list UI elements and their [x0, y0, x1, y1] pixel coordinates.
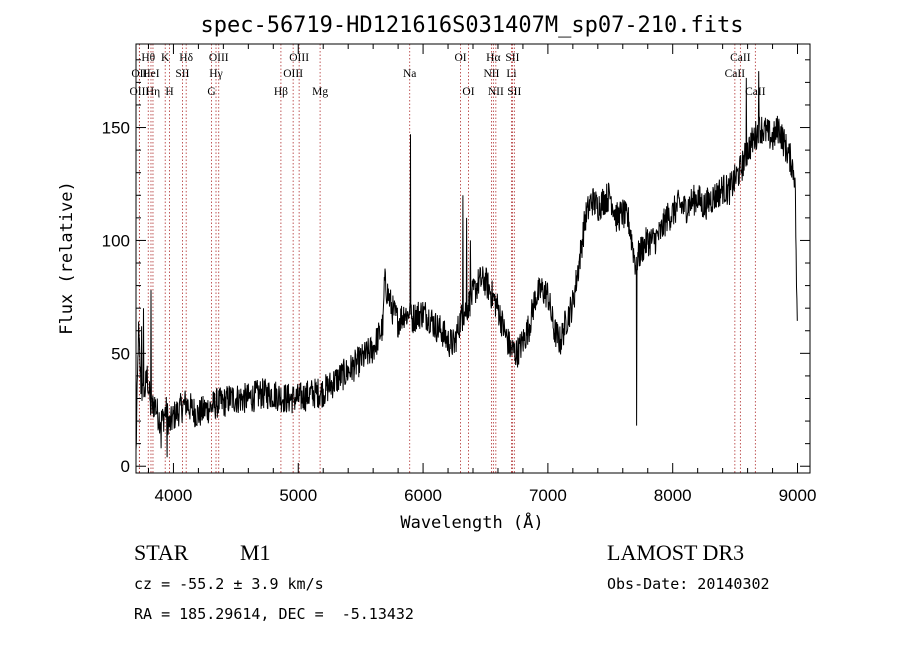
chart-title: spec-56719-HD121616S031407M_sp07-210.fit… — [200, 13, 743, 38]
line-marker-label: CaII — [725, 68, 746, 80]
object-type: STAR — [134, 540, 189, 565]
x-tick-label: 4000 — [155, 486, 193, 505]
line-marker-label: Hη — [146, 86, 160, 98]
plot-frame — [135, 43, 811, 474]
line-marker-label: G — [207, 86, 215, 98]
line-marker-label: SII — [507, 86, 521, 98]
line-marker-label: Hγ — [209, 68, 222, 80]
line-marker-label: H — [165, 86, 173, 98]
line-marker-label: HeI — [142, 68, 159, 80]
line-marker-label: NII — [488, 86, 504, 98]
line-marker-label: OIII — [129, 86, 149, 98]
line-marker-label: NII — [483, 68, 499, 80]
line-marker-label: SII — [505, 52, 519, 64]
x-tick-label: 8000 — [654, 486, 692, 505]
x-axis-label: Wavelength (Å) — [400, 511, 543, 533]
line-marker-label: Li — [506, 68, 516, 80]
line-marker-label: Na — [403, 68, 416, 80]
line-marker-label: SII — [175, 68, 189, 80]
y-tick-label: 0 — [121, 457, 130, 476]
y-tick-label: 150 — [102, 119, 130, 138]
line-marker-label: Hβ — [274, 86, 288, 98]
spectrum-line — [135, 71, 798, 458]
line-markers — [138, 44, 756, 473]
velocity-readout: cz = -55.2 ± 3.9 km/s — [134, 575, 324, 593]
x-axis-ticks: 4000 5000 6000 7000 8000 9000 — [147, 44, 817, 505]
y-axis-label: Flux (relative) — [57, 181, 77, 335]
line-marker-label: OI — [454, 52, 466, 64]
line-marker-label: OIII — [209, 52, 229, 64]
x-tick-label: 6000 — [404, 486, 442, 505]
x-tick-label: 9000 — [779, 486, 817, 505]
line-marker-label: OIII — [283, 68, 303, 80]
line-marker-label: Hθ — [141, 52, 155, 64]
y-tick-label: 100 — [102, 231, 130, 250]
line-marker-label: OI — [462, 86, 474, 98]
line-marker-label: CaII — [730, 52, 751, 64]
y-tick-label: 50 — [111, 344, 130, 363]
y-axis-ticks: 0 50 100 150 — [102, 59, 810, 476]
line-marker-label: CaII — [745, 86, 766, 98]
line-marker-label: Hα — [486, 52, 500, 64]
x-tick-label: 7000 — [529, 486, 567, 505]
object-subclass: M1 — [240, 540, 271, 565]
spectrum-chart: spec-56719-HD121616S031407M_sp07-210.fit… — [57, 13, 817, 533]
line-marker-label: OIII — [289, 52, 309, 64]
x-tick-label: 5000 — [279, 486, 317, 505]
line-marker-label: Mg — [312, 86, 328, 98]
line-marker-label: Hδ — [179, 52, 193, 64]
line-marker-label: OII — [131, 68, 147, 80]
coordinates-readout: RA = 185.29614, DEC = -5.13432 — [134, 605, 414, 623]
survey-name: LAMOST DR3 — [607, 540, 745, 565]
line-marker-label: K — [161, 52, 170, 64]
obs-date: Obs-Date: 20140302 — [607, 575, 770, 593]
